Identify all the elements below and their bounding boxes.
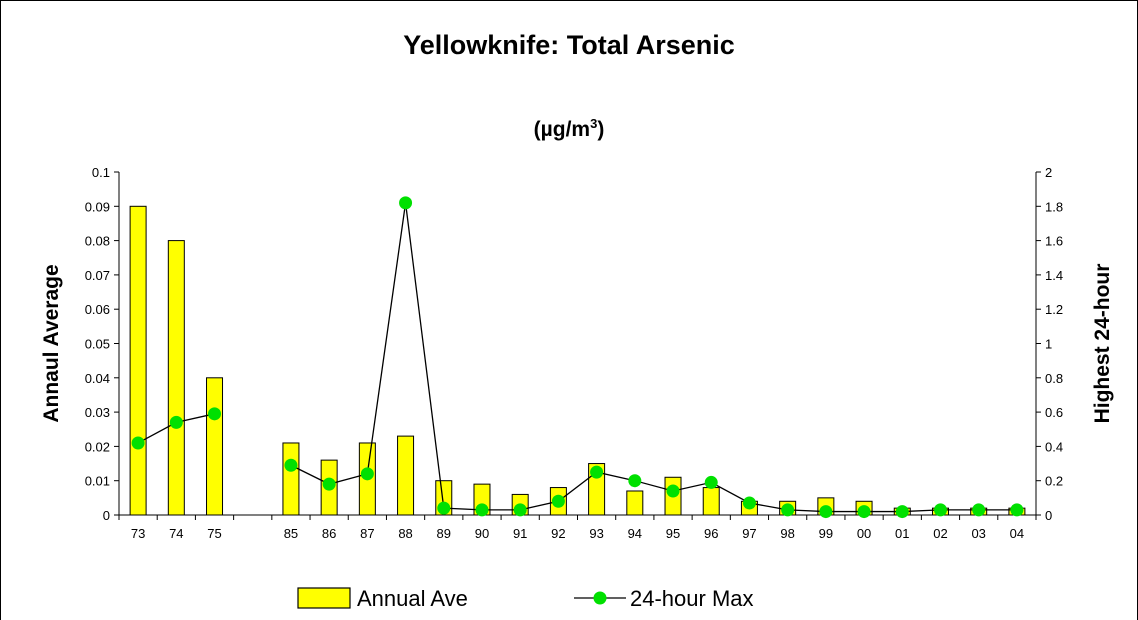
point-24-hour-max xyxy=(131,436,145,450)
point-24-hour-max xyxy=(513,503,527,517)
point-24-hour-max xyxy=(819,505,833,519)
point-24-hour-max xyxy=(895,505,909,519)
left-tick-label: 0 xyxy=(103,508,110,523)
right-tick-label: 2 xyxy=(1045,165,1052,180)
right-tick-label: 1.6 xyxy=(1045,234,1063,249)
point-24-hour-max xyxy=(475,503,489,517)
right-tick-label: 0.8 xyxy=(1045,371,1063,386)
bar-annual-ave xyxy=(206,377,224,516)
right-tick-label: 1 xyxy=(1045,337,1052,352)
x-tick-label: 93 xyxy=(589,526,603,541)
point-24-hour-max xyxy=(284,458,298,472)
left-tick-label: 0.01 xyxy=(85,474,110,489)
point-24-hour-max xyxy=(551,494,565,508)
x-tick-label: 03 xyxy=(971,526,985,541)
right-tick-label: 0.4 xyxy=(1045,439,1063,454)
point-24-hour-max xyxy=(360,467,374,481)
subtitle-superscript: 3 xyxy=(590,116,598,131)
bar-annual-ave xyxy=(129,205,147,516)
x-tick-label: 04 xyxy=(1010,526,1024,541)
x-tick-label: 95 xyxy=(666,526,680,541)
point-24-hour-max xyxy=(322,477,336,491)
x-tick-label: 87 xyxy=(360,526,374,541)
point-24-hour-max xyxy=(1010,503,1024,517)
point-24-hour-max xyxy=(399,196,413,210)
point-24-hour-max xyxy=(704,475,718,489)
chart-title: Yellowknife: Total Arsenic xyxy=(403,30,735,60)
point-24-hour-max xyxy=(628,474,642,488)
left-tick-label: 0.05 xyxy=(85,337,110,352)
x-tick-label: 89 xyxy=(437,526,451,541)
point-24-hour-max xyxy=(437,501,451,515)
x-tick-label: 75 xyxy=(207,526,221,541)
point-24-hour-max xyxy=(933,503,947,517)
x-tick-label: 98 xyxy=(780,526,794,541)
left-tick-label: 0.08 xyxy=(85,234,110,249)
point-24-hour-max xyxy=(857,505,871,519)
subtitle-prefix: (µg/m xyxy=(533,118,591,141)
left-tick-label: 0.06 xyxy=(85,302,110,317)
left-tick-label: 0.04 xyxy=(85,371,110,386)
point-24-hour-max xyxy=(666,484,680,498)
point-24-hour-max xyxy=(972,503,986,517)
point-24-hour-max xyxy=(169,415,183,429)
right-tick-label: 1.4 xyxy=(1045,268,1063,283)
x-tick-label: 91 xyxy=(513,526,527,541)
x-tick-label: 01 xyxy=(895,526,909,541)
x-tick-label: 94 xyxy=(628,526,642,541)
left-tick-label: 0.02 xyxy=(85,439,110,454)
x-tick-label: 86 xyxy=(322,526,336,541)
x-tick-label: 99 xyxy=(819,526,833,541)
left-tick-label: 0.07 xyxy=(85,268,110,283)
right-axis-title: Highest 24-hour xyxy=(1091,264,1114,424)
x-tick-label: 96 xyxy=(704,526,718,541)
left-axis-title: Annaul Average xyxy=(40,264,63,422)
legend-label-24-hour-max: 24-hour Max xyxy=(630,586,754,611)
subtitle-suffix: ) xyxy=(597,118,605,141)
legend-marker-24-hour-max xyxy=(593,591,607,605)
left-tick-label: 0.09 xyxy=(85,199,110,214)
x-tick-label: 00 xyxy=(857,526,871,541)
x-tick-label: 90 xyxy=(475,526,489,541)
x-tick-label: 02 xyxy=(933,526,947,541)
bar-annual-ave xyxy=(397,435,415,516)
x-tick-label: 85 xyxy=(284,526,298,541)
right-tick-label: 1.8 xyxy=(1045,199,1063,214)
point-24-hour-max xyxy=(742,496,756,510)
point-24-hour-max xyxy=(208,407,222,421)
left-tick-label: 0.03 xyxy=(85,405,110,420)
right-tick-label: 1.2 xyxy=(1045,302,1063,317)
legend-swatch-annual-ave xyxy=(297,587,351,609)
right-tick-label: 0.6 xyxy=(1045,405,1063,420)
point-24-hour-max xyxy=(590,465,604,479)
right-tick-label: 0 xyxy=(1045,508,1052,523)
x-tick-label: 73 xyxy=(131,526,145,541)
right-tick-label: 0.2 xyxy=(1045,474,1063,489)
bar-annual-ave xyxy=(282,442,300,516)
x-tick-label: 74 xyxy=(169,526,183,541)
chart-subtitle: (µg/m3) xyxy=(0,116,1138,142)
bar-annual-ave xyxy=(702,487,720,516)
x-tick-label: 97 xyxy=(742,526,756,541)
point-24-hour-max xyxy=(781,503,795,517)
x-tick-label: 92 xyxy=(551,526,565,541)
legend-label-annual-ave: Annual Ave xyxy=(357,586,468,611)
left-tick-label: 0.1 xyxy=(92,165,110,180)
x-tick-label: 88 xyxy=(398,526,412,541)
bar-annual-ave xyxy=(626,490,644,516)
bar-annual-ave xyxy=(167,240,185,516)
